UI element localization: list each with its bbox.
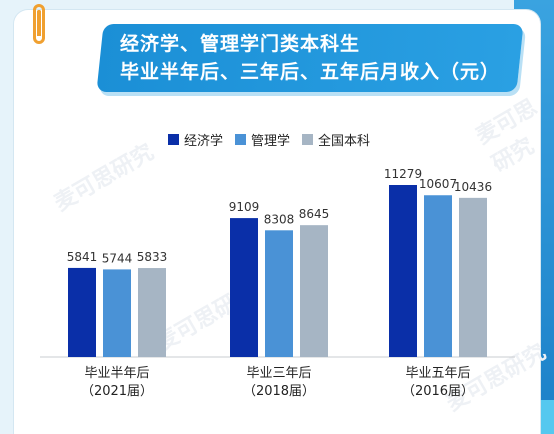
chart-title: 经济学、管理学门类本科生 毕业半年后、三年后、五年后月收入（元） [120, 30, 520, 86]
bar [459, 197, 487, 357]
legend: 经济学 管理学 全国本科 [168, 130, 370, 149]
data-label: 10436 [454, 180, 492, 194]
bar [300, 225, 328, 357]
legend-item-management: 管理学 [235, 130, 290, 149]
paperclip-inner-icon [37, 10, 41, 36]
title-line-1: 经济学、管理学门类本科生 [120, 33, 361, 55]
bar [265, 230, 293, 357]
bar [68, 267, 96, 357]
x-tick-sublabel: （2016届） [402, 384, 474, 399]
bar [424, 195, 452, 357]
bar [230, 218, 258, 357]
x-tick-label: 毕业五年后 [405, 366, 470, 381]
legend-item-economics: 经济学 [168, 130, 223, 149]
data-label: 8645 [299, 207, 330, 221]
bar [389, 185, 417, 357]
paperclip-icon [33, 4, 45, 44]
legend-label: 管理学 [251, 134, 291, 149]
bar [138, 268, 166, 357]
legend-label: 经济学 [184, 134, 224, 149]
x-tick-label: 毕业半年后 [84, 366, 149, 381]
data-label: 5833 [137, 250, 168, 264]
legend-swatch [302, 134, 314, 145]
data-label: 8308 [264, 212, 295, 226]
x-tick-label: 毕业三年后 [246, 366, 311, 381]
legend-label: 全国本科 [318, 134, 371, 149]
data-label: 10607 [419, 177, 457, 191]
data-label: 5841 [67, 250, 98, 264]
legend-swatch [235, 134, 247, 145]
x-tick-sublabel: （2021届） [81, 384, 153, 399]
bar [103, 269, 131, 357]
data-label: 11279 [384, 167, 422, 181]
legend-swatch [168, 134, 179, 145]
data-label: 9109 [229, 200, 260, 214]
data-label: 5744 [102, 251, 133, 265]
x-tick-sublabel: （2018届） [243, 384, 315, 399]
legend-item-national: 全国本科 [302, 130, 370, 149]
title-line-2: 毕业半年后、三年后、五年后月收入（元） [120, 61, 501, 83]
